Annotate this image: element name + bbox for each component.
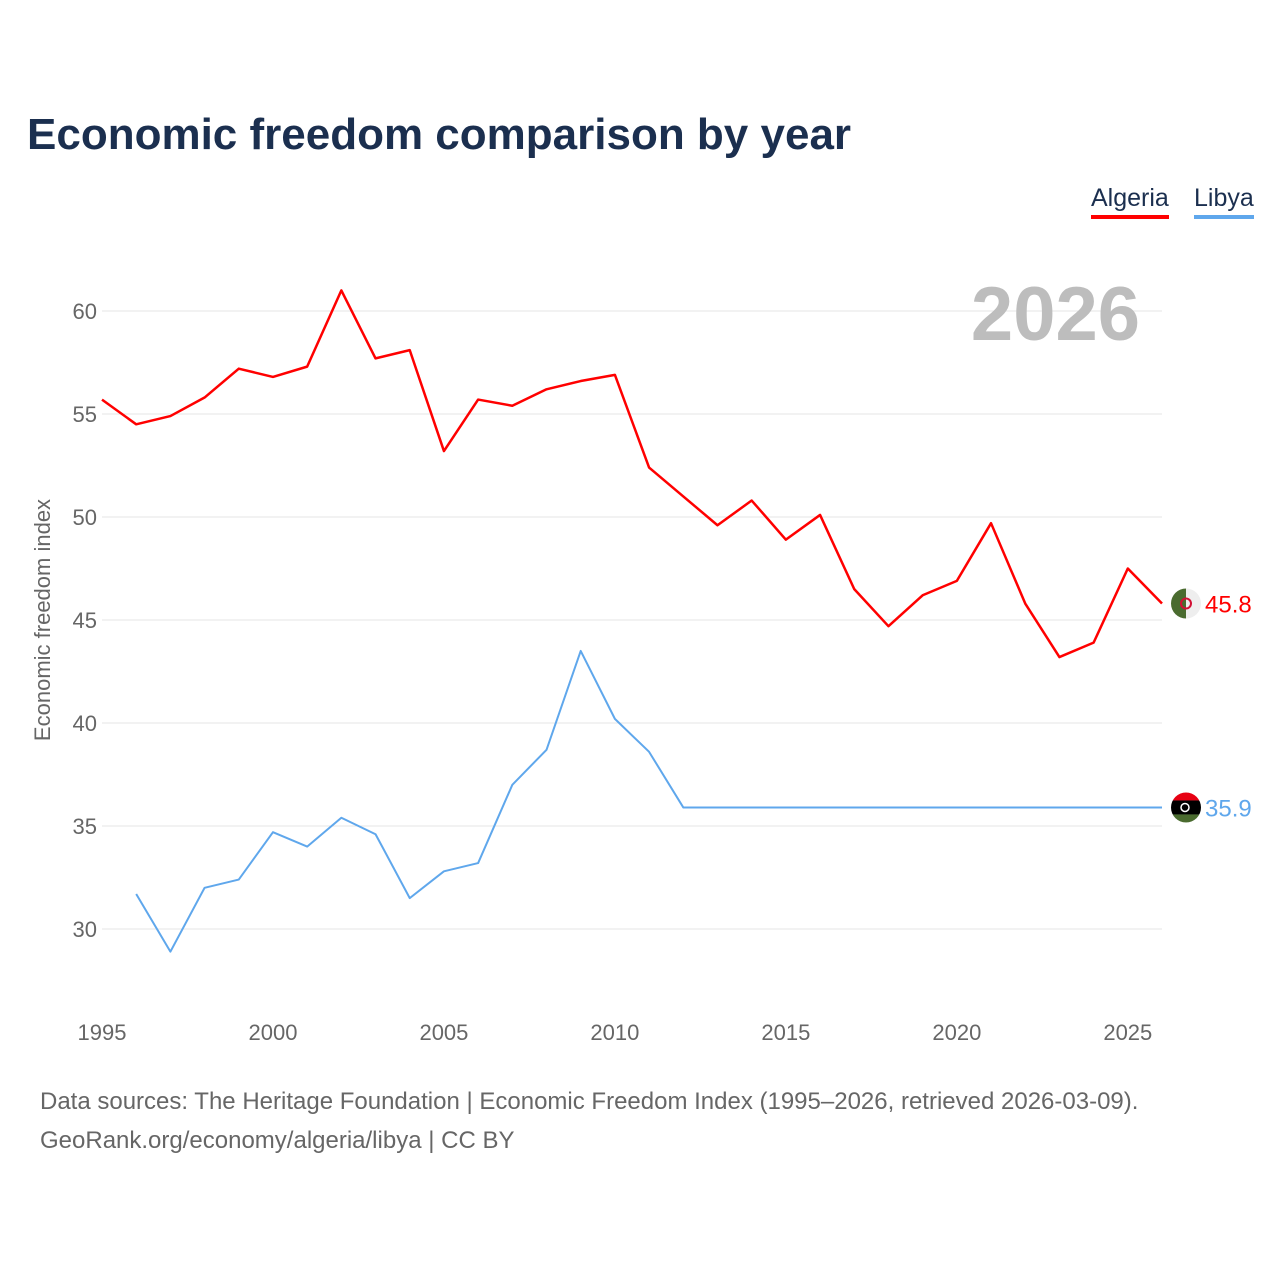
- y-tick-label: 40: [73, 711, 97, 736]
- data-source-note: Data sources: The Heritage Foundation | …: [40, 1088, 1139, 1115]
- y-tick-label: 55: [73, 402, 97, 427]
- y-axis-label: Economic freedom index: [30, 499, 55, 741]
- end-value-label-algeria: 45.8: [1205, 592, 1252, 619]
- y-tick-label: 60: [73, 299, 97, 324]
- legend-libya[interactable]: Libya: [1194, 184, 1254, 219]
- attribution-note: GeoRank.org/economy/algeria/libya | CC B…: [40, 1127, 515, 1154]
- end-value-label-libya: 35.9: [1205, 795, 1252, 822]
- x-tick-label: 2025: [1103, 1020, 1152, 1045]
- x-tick-label: 2020: [932, 1020, 981, 1045]
- algeria-flag-icon: [1171, 588, 1201, 619]
- x-tick-label: 2000: [248, 1020, 297, 1045]
- libya-flag-icon: [1171, 792, 1201, 823]
- year-watermark: 2026: [971, 272, 1140, 357]
- x-tick-label: 2005: [419, 1020, 468, 1045]
- y-tick-label: 35: [73, 814, 97, 839]
- x-tick-label: 2010: [590, 1020, 639, 1045]
- series-line-libya: [135, 649, 1162, 953]
- x-tick-label: 2015: [761, 1020, 810, 1045]
- legend-algeria[interactable]: Algeria: [1091, 184, 1169, 219]
- y-tick-label: 30: [73, 917, 97, 942]
- y-tick-label: 45: [73, 608, 97, 633]
- chart-title: Economic freedom comparison by year: [27, 110, 852, 159]
- y-tick-label: 50: [73, 505, 97, 530]
- series-line-algeria: [101, 289, 1163, 659]
- x-tick-label: 1995: [78, 1020, 127, 1045]
